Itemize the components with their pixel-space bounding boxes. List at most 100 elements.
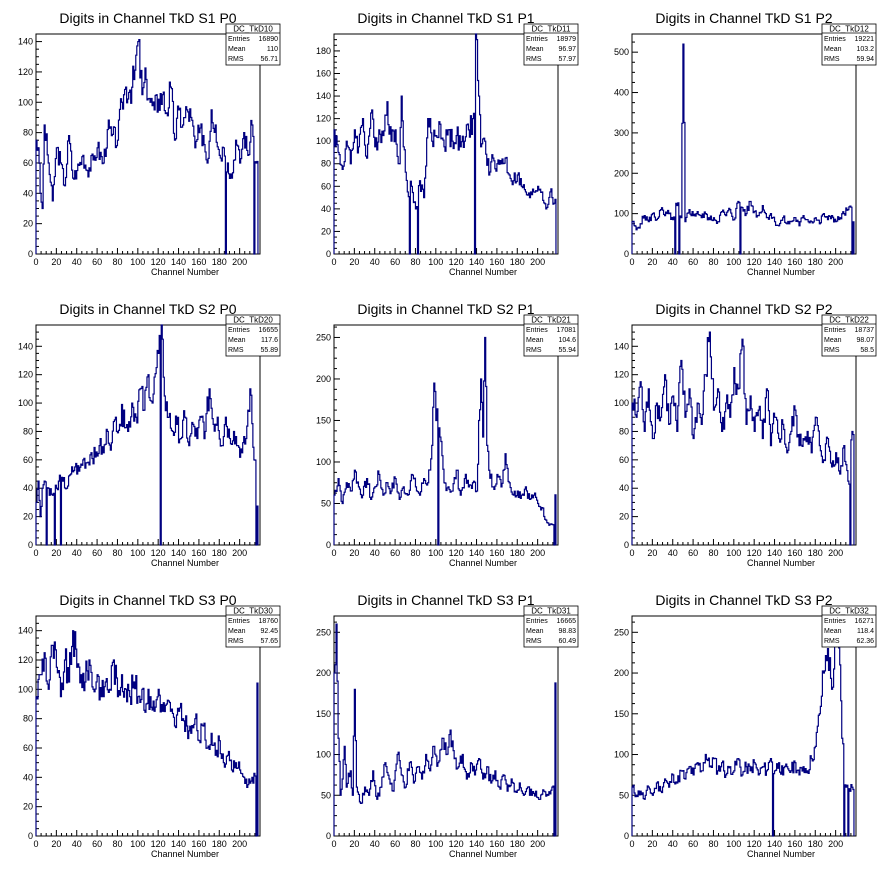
x-tick-label: 40 [668,257,678,267]
x-tick-label: 180 [212,839,227,849]
stats-value: 57.65 [260,638,278,645]
y-tick-label: 60 [23,455,33,465]
x-tick-label: 140 [171,839,186,849]
x-axis-label: Channel Number [151,558,219,568]
x-tick-label: 120 [151,257,166,267]
chart-title: Digits in Channel TkD S2 P0 [59,301,236,317]
y-tick-label: 120 [18,370,33,380]
x-tick-label: 160 [489,257,504,267]
x-tick-label: 180 [212,548,227,558]
x-tick-label: 80 [410,548,420,558]
plot-frame [631,615,857,837]
histogram-panel: Digits in Channel TkD S2 P0 0 20 40 60 80 100 1… [18,301,281,568]
x-tick-label: 0 [331,548,336,558]
x-axis-label: Channel Number [449,267,517,277]
x-tick-label: 200 [828,257,843,267]
x-tick-label: 60 [688,839,698,849]
y-tick-label: 140 [18,37,33,47]
y-tick-label: 140 [18,626,33,636]
stats-value: 18737 [855,327,875,334]
y-tick-label: 180 [316,46,331,56]
stats-box [821,314,877,357]
x-tick-label: 40 [72,548,82,558]
stats-label: RMS [526,56,542,63]
x-tick-label: 0 [629,548,634,558]
stats-name: DC_TkD32 [829,607,869,616]
stats-label: Mean [824,628,842,635]
stats-name: DC_TkD30 [233,607,273,616]
stats-name: DC_TkD11 [532,25,572,34]
y-tick-label: 100 [316,750,331,760]
y-tick-label: 150 [614,709,629,719]
x-tick-label: 180 [510,257,525,267]
stats-label: Entries [526,327,548,334]
x-tick-label: 100 [428,257,443,267]
chart-title: Digits in Channel TkD S2 P1 [357,301,534,317]
x-tick-label: 180 [510,839,525,849]
y-tick-label: 100 [316,457,331,467]
plot-frame [35,615,261,837]
histogram-series-line [35,630,259,837]
stats-label: RMS [526,347,542,354]
x-tick-label: 140 [171,257,186,267]
y-tick-label: 100 [18,398,33,408]
stats-label: Entries [526,36,548,43]
stats-label: RMS [824,638,840,645]
stats-label: RMS [228,56,244,63]
stats-value: 55.94 [558,347,576,354]
stats-label: RMS [228,638,244,645]
x-tick-label: 200 [530,839,545,849]
stats-label: RMS [824,56,840,63]
x-tick-label: 120 [151,839,166,849]
x-tick-label: 140 [767,839,782,849]
y-tick-label: 120 [18,655,33,665]
y-tick-label: 20 [619,512,629,522]
histogram-series-line [35,39,259,255]
stats-label: RMS [824,347,840,354]
histogram-series-line [631,43,855,255]
y-tick-label: 60 [321,181,331,191]
stats-value: 16271 [855,618,875,625]
chart-title: Digits in Channel TkD S1 P2 [655,10,832,26]
x-tick-label: 40 [370,257,380,267]
y-origin-label: 0 [28,831,33,841]
stats-value: 92.45 [260,628,278,635]
x-tick-label: 200 [530,548,545,558]
stats-label: Entries [228,618,250,625]
x-tick-label: 120 [747,548,762,558]
x-tick-label: 160 [191,548,206,558]
y-tick-label: 200 [316,374,331,384]
x-tick-label: 40 [668,839,678,849]
x-tick-label: 180 [808,548,823,558]
x-tick-label: 20 [51,548,61,558]
stats-name: DC_TkD10 [233,25,273,34]
x-tick-label: 60 [92,548,102,558]
stats-value: 16655 [259,327,279,334]
x-tick-label: 80 [708,839,718,849]
x-tick-label: 60 [688,257,698,267]
stats-value: 59.94 [856,56,874,63]
histogram-panel: Digits in Channel TkD S3 P0 0 20 40 60 80 100 1… [18,592,281,859]
x-tick-label: 140 [171,548,186,558]
x-tick-label: 160 [787,839,802,849]
y-origin-label: 0 [28,249,33,259]
plot-frame [333,615,559,837]
y-origin-label: 0 [326,249,331,259]
stats-name: DC_TkD20 [233,316,273,325]
x-tick-label: 100 [428,548,443,558]
x-tick-label: 40 [370,548,380,558]
x-tick-label: 60 [688,548,698,558]
x-tick-label: 0 [629,257,634,267]
y-origin-label: 0 [624,831,629,841]
stats-value: 17081 [557,327,577,334]
stats-label: Mean [526,46,544,53]
stats-value: 98.83 [558,628,576,635]
stats-value: 110 [267,46,278,53]
chart-title: Digits in Channel TkD S3 P0 [59,592,236,608]
histogram-panel: Digits in Channel TkD S3 P2 0 20 40 60 80 100 1… [614,592,877,859]
x-tick-label: 160 [489,839,504,849]
histogram-panel: Digits in Channel TkD S1 P2 0 20 40 60 80 100 1… [614,10,877,277]
x-tick-label: 20 [647,257,657,267]
chart-title: Digits in Channel TkD S1 P1 [357,10,534,26]
y-tick-label: 20 [23,802,33,812]
